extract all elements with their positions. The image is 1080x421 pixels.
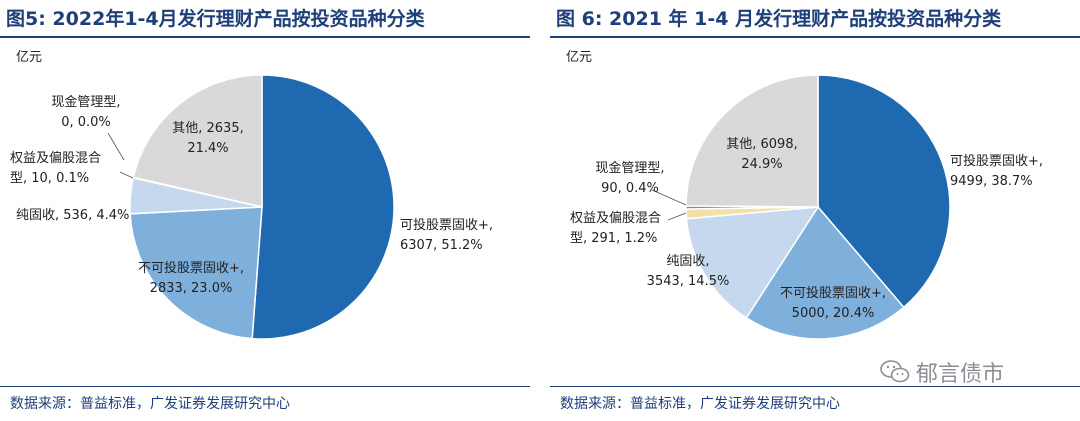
data-label-line: 不可投股票固收+, (780, 285, 886, 301)
data-label-line: 纯固收, 536, 4.4% (16, 208, 129, 223)
pie-slice-2 (745, 205, 905, 340)
data-label-line: 型, 10, 0.1% (10, 171, 89, 186)
data-label-line: 21.4% (187, 141, 228, 156)
data-label: 可投股票固收+, 9499, 38.7% (950, 153, 1043, 189)
data-label: 权益及偏股混合型, 10, 0.1% (10, 150, 101, 186)
data-label-line: 24.9% (741, 157, 782, 172)
data-label: 其他, 2635, 21.4% (172, 121, 243, 156)
pie-slice-6 (132, 74, 263, 208)
title-divider (550, 36, 1080, 38)
data-label: 现金管理型, 90, 0.4% (595, 160, 664, 196)
data-label-line: 可投股票固收+, (950, 153, 1043, 169)
data-label-line: 0, 0.0% (61, 115, 111, 130)
data-label-line: 现金管理型, (595, 160, 664, 176)
label-leader-line (667, 212, 687, 221)
chart-panel-2021: 图 6: 2021 年 1-4 月发行理财产品按投资品种分类 亿元 可投股票固收… (550, 0, 1080, 421)
data-label-line: 90, 0.4% (601, 181, 659, 196)
chart-panel-2022: 图5: 2022年1-4月发行理财产品按投资品种分类 亿元 可投股票固收+, 63… (0, 0, 530, 421)
data-label-line: 型, 291, 1.2% (570, 231, 657, 246)
data-label: 其他, 6098, 24.9% (726, 137, 797, 172)
label-leader-line (651, 189, 687, 206)
unit-label: 亿元 (16, 50, 43, 65)
data-label-line: 5000, 20.4% (792, 306, 875, 321)
pie-slice-2 (129, 206, 263, 340)
data-label-line: 纯固收, (666, 254, 709, 269)
source-note: 数据来源：普益标准，广发证券发展研究中心 (10, 396, 290, 412)
pie-slice-1 (817, 74, 951, 309)
data-label-line: 现金管理型, (51, 94, 120, 110)
watermark-text: 郁言债市 (916, 362, 1005, 387)
data-label: 不可投股票固收+, 2833, 23.0% (138, 260, 244, 296)
pie-slice-6 (685, 74, 819, 208)
pie-slice-1 (251, 74, 395, 340)
data-label-line: 9499, 38.7% (950, 174, 1033, 189)
data-label-line: 其他, 6098, (726, 137, 797, 152)
watermark: 郁言债市 (880, 352, 1004, 392)
data-label-line: 6307, 51.2% (400, 238, 483, 253)
wechat-icon (880, 360, 910, 383)
pie-slice-3 (685, 206, 820, 319)
data-label-line: 2833, 23.0% (150, 281, 233, 296)
data-label-line: 权益及偏股混合 (570, 210, 661, 226)
data-label: 不可投股票固收+, 5000, 20.4% (780, 285, 886, 321)
label-leader-line (107, 132, 125, 161)
unit-label: 亿元 (566, 50, 593, 65)
pie-chart-2022: 可投股票固收+, 6307, 51.2% 不可投股票固收+, 2833, 23.0% 纯… (10, 74, 493, 340)
title-divider (0, 36, 530, 38)
chart-title: 图5: 2022年1-4月发行理财产品按投资品种分类 (6, 8, 425, 30)
data-label: 可投股票固收+, 6307, 51.2% (400, 217, 493, 253)
data-label-line: 可投股票固收+, (400, 217, 493, 233)
data-label: 权益及偏股混合型, 291, 1.2% (570, 210, 661, 246)
data-label: 纯固收, 3543, 14.5% (647, 254, 730, 289)
pie-chart-2021: 可投股票固收+, 9499, 38.7% 不可投股票固收+, 5000, 20.4% 纯… (570, 74, 1043, 340)
source-note: 数据来源：普益标准，广发证券发展研究中心 (560, 396, 840, 412)
data-label-line: 权益及偏股混合 (10, 150, 101, 166)
data-label-line: 其他, 2635, (172, 121, 243, 136)
data-label: 纯固收, 536, 4.4% (16, 208, 129, 223)
label-leader-line (119, 171, 134, 179)
chart-title: 图 6: 2021 年 1-4 月发行理财产品按投资品种分类 (556, 8, 1002, 30)
data-label-line: 3543, 14.5% (647, 274, 730, 289)
source-divider (550, 386, 1080, 387)
source-divider (0, 386, 530, 387)
data-label: 现金管理型, 0, 0.0% (51, 94, 120, 130)
data-label-line: 不可投股票固收+, (138, 260, 244, 276)
